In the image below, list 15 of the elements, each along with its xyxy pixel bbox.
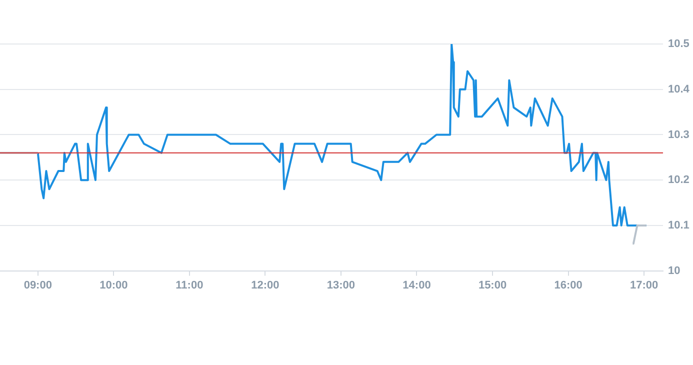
x-tick-label: 13:00 bbox=[326, 279, 356, 292]
x-tick-label: 11:00 bbox=[176, 279, 204, 292]
x-tick-label: 14:00 bbox=[402, 279, 431, 292]
y-tick-label: 10.2 bbox=[668, 174, 690, 186]
y-tick-label: 10.5 bbox=[668, 38, 690, 50]
x-tick-label: 12:00 bbox=[251, 279, 280, 292]
x-tick-label: 16:00 bbox=[554, 279, 582, 292]
x-tick-label: 09:00 bbox=[24, 279, 52, 292]
x-tick-label: 10:00 bbox=[100, 279, 128, 292]
y-tick-label: 10.1 bbox=[668, 219, 690, 232]
y-tick-label: 10 bbox=[668, 264, 680, 277]
y-tick-label: 10.4 bbox=[668, 83, 690, 96]
y-tick-label: 10.3 bbox=[668, 128, 690, 141]
x-tick-label: 15:00 bbox=[478, 279, 507, 292]
x-tick-label: 17:00 bbox=[630, 279, 658, 292]
